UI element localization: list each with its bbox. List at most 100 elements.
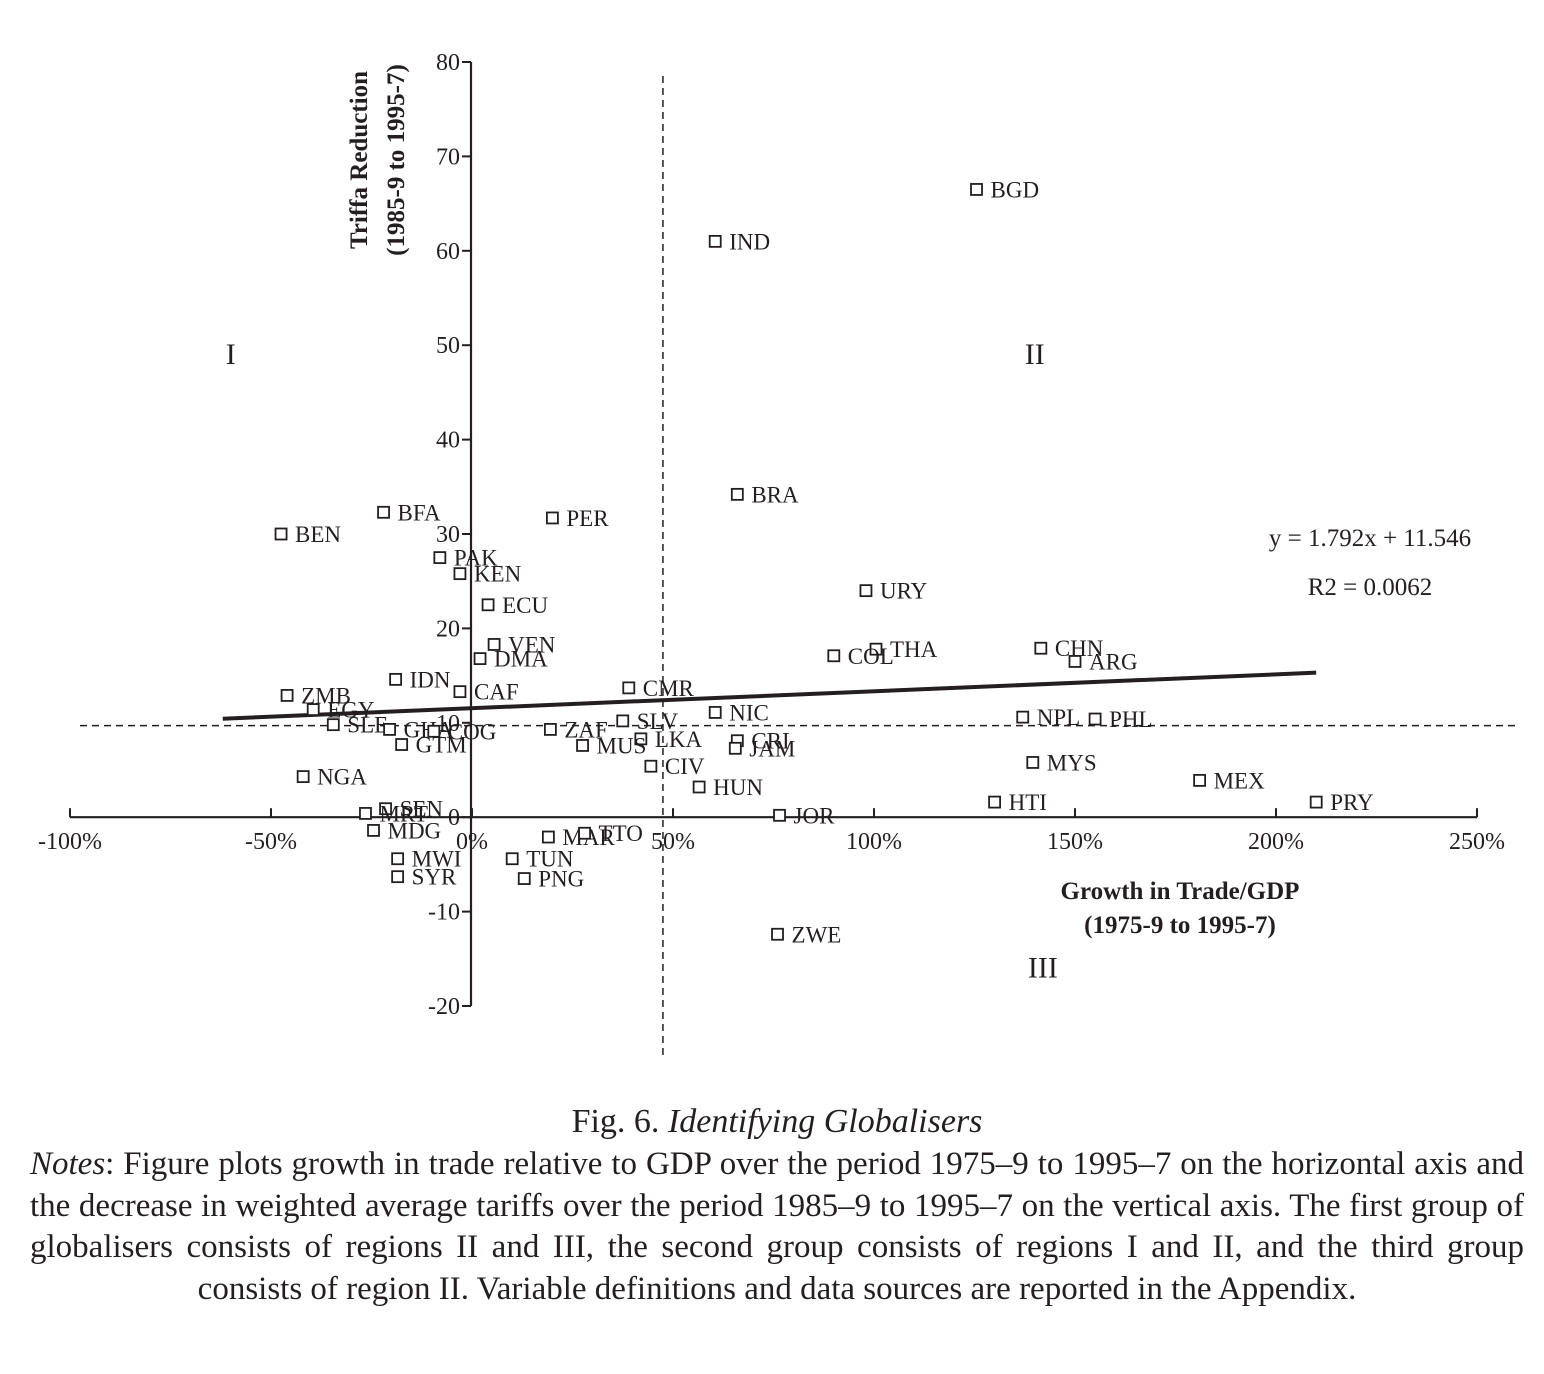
point-label-nic: NIC xyxy=(729,700,769,725)
point-label-col: COL xyxy=(848,644,894,669)
point-arg xyxy=(1068,655,1082,668)
x-tick-label: -50% xyxy=(245,829,297,855)
point-label-tun: TUN xyxy=(526,847,574,872)
reference-lines xyxy=(80,76,1515,1060)
point-label-cog: COG xyxy=(448,719,497,744)
point-label-jam: JAM xyxy=(749,736,795,761)
point-label-gtm: GTM xyxy=(416,733,467,758)
point-egy xyxy=(306,703,320,716)
figure-notes: Notes: Figure plots growth in trade rela… xyxy=(30,1144,1524,1310)
point-hti xyxy=(988,795,1001,809)
point-label-bra: BRA xyxy=(751,482,799,507)
point-ken xyxy=(453,567,467,581)
point-label-npl: NPL xyxy=(1037,705,1080,730)
point-label-mus: MUS xyxy=(597,733,647,758)
point-cmr xyxy=(622,681,636,695)
x-tick-label: 250% xyxy=(1449,829,1505,855)
point-label-idn: IDN xyxy=(410,667,451,692)
point-mys xyxy=(1026,756,1040,769)
y-axis-title-line-1: Triffa Reduction xyxy=(346,71,373,249)
point-label-zaf: ZAF xyxy=(564,717,607,742)
point-col xyxy=(827,649,841,663)
point-phl xyxy=(1088,712,1102,726)
point-zaf xyxy=(543,723,557,736)
point-jam xyxy=(728,741,742,755)
point-label-bgd: BGD xyxy=(991,177,1040,202)
point-civ xyxy=(644,759,658,773)
point-zmb xyxy=(280,689,294,702)
region-label: III xyxy=(1028,952,1058,985)
point-mdg xyxy=(367,824,380,837)
x-axis-title-line-2: (1975-9 to 1995-7) xyxy=(1084,912,1276,939)
trendline-equation: y = 1.792x + 11.546 xyxy=(1269,525,1471,552)
point-label-per: PER xyxy=(566,506,609,531)
region-label: I xyxy=(226,338,236,371)
point-label-cmr: CMR xyxy=(643,676,695,701)
point-label-tto: TTO xyxy=(599,821,643,846)
y-tick-label: 60 xyxy=(436,239,460,265)
point-label-zwe: ZWE xyxy=(792,922,842,947)
point-lka xyxy=(634,732,648,746)
point-npl xyxy=(1016,710,1030,724)
point-label-ken: KEN xyxy=(474,562,522,587)
y-tick-label: 40 xyxy=(436,428,460,454)
notes-text: : Figure plots growth in trade relative … xyxy=(30,1146,1524,1307)
point-label-mwi: MWI xyxy=(412,847,462,872)
point-bfa xyxy=(377,505,390,519)
point-label-mys: MYS xyxy=(1047,750,1097,775)
point-nga xyxy=(296,770,310,784)
figure-number: Fig. 6. xyxy=(571,1103,660,1140)
y-tick-label: 20 xyxy=(436,616,460,642)
point-label-mrt: MRT xyxy=(379,801,427,826)
point-mex xyxy=(1193,773,1207,787)
point-label-ven: VEN xyxy=(508,632,556,657)
point-mrt xyxy=(359,807,372,820)
point-label-slv: SLV xyxy=(637,709,679,734)
point-label-mdg: MDG xyxy=(388,818,442,843)
point-nic xyxy=(708,706,722,719)
point-ury xyxy=(859,584,873,598)
point-chn xyxy=(1034,641,1048,655)
y-tick-label: 30 xyxy=(436,522,460,548)
y-tick-label: -10 xyxy=(428,900,460,926)
trendline xyxy=(222,670,1317,721)
point-caf xyxy=(453,685,467,699)
point-hun xyxy=(692,780,706,794)
x-tick-label: 100% xyxy=(846,829,902,855)
y-axis-title-line-2: (1985-9 to 1995-7) xyxy=(383,64,410,256)
point-jor xyxy=(773,808,786,822)
point-label-nga: NGA xyxy=(317,765,367,790)
point-label-ben: BEN xyxy=(295,522,341,547)
point-mar xyxy=(541,830,555,844)
x-tick-label: -100% xyxy=(38,829,102,855)
point-bgd xyxy=(970,183,983,196)
y-tick-label: -20 xyxy=(428,994,460,1020)
point-ind xyxy=(708,234,722,248)
point-label-tha: THA xyxy=(890,637,938,662)
point-mwi xyxy=(391,852,405,866)
point-gtm xyxy=(395,738,409,751)
y-tick-label: 70 xyxy=(436,144,460,170)
point-label-phl: PHL xyxy=(1109,707,1152,732)
point-label-ecu: ECU xyxy=(502,593,548,618)
point-bra xyxy=(730,487,744,501)
trendline-r-squared: R2 = 0.0062 xyxy=(1308,574,1433,601)
point-dma xyxy=(473,652,487,666)
point-idn xyxy=(389,672,403,686)
point-label-cri: CRI xyxy=(751,729,789,754)
trendline-line xyxy=(222,670,1317,721)
point-label-arg: ARG xyxy=(1089,649,1138,674)
point-sen xyxy=(379,802,392,816)
point-ecu xyxy=(481,598,495,612)
point-label-ury: URY xyxy=(880,579,928,604)
point-label-sle: SLE xyxy=(347,713,388,738)
point-ven xyxy=(487,638,501,651)
point-label-png: PNG xyxy=(538,867,584,892)
point-pak xyxy=(433,551,447,564)
y-tick-label: 0 xyxy=(448,805,460,831)
x-tick-label: 150% xyxy=(1047,829,1103,855)
x-tick-label: 50% xyxy=(651,829,695,855)
point-label-lka: LKA xyxy=(655,727,703,752)
